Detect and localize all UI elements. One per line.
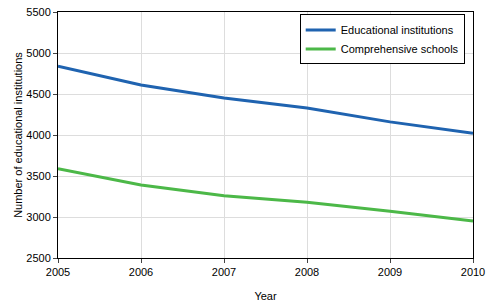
svg-text:3000: 3000 (26, 211, 50, 223)
svg-text:Number of educational institut: Number of educational institutions (12, 52, 24, 218)
svg-text:2007: 2007 (212, 266, 236, 278)
svg-text:2500: 2500 (26, 252, 50, 264)
svg-text:5000: 5000 (26, 47, 50, 59)
svg-text:4000: 4000 (26, 129, 50, 141)
svg-text:4500: 4500 (26, 88, 50, 100)
svg-text:2009: 2009 (378, 266, 402, 278)
svg-text:2010: 2010 (461, 266, 485, 278)
svg-text:Year: Year (254, 290, 277, 302)
svg-text:5500: 5500 (26, 6, 50, 18)
svg-text:Comprehensive schools: Comprehensive schools (341, 43, 459, 55)
svg-text:2006: 2006 (129, 266, 153, 278)
svg-text:Educational institutions: Educational institutions (341, 24, 454, 36)
svg-text:2005: 2005 (46, 266, 70, 278)
svg-text:3500: 3500 (26, 170, 50, 182)
svg-text:2008: 2008 (295, 266, 319, 278)
